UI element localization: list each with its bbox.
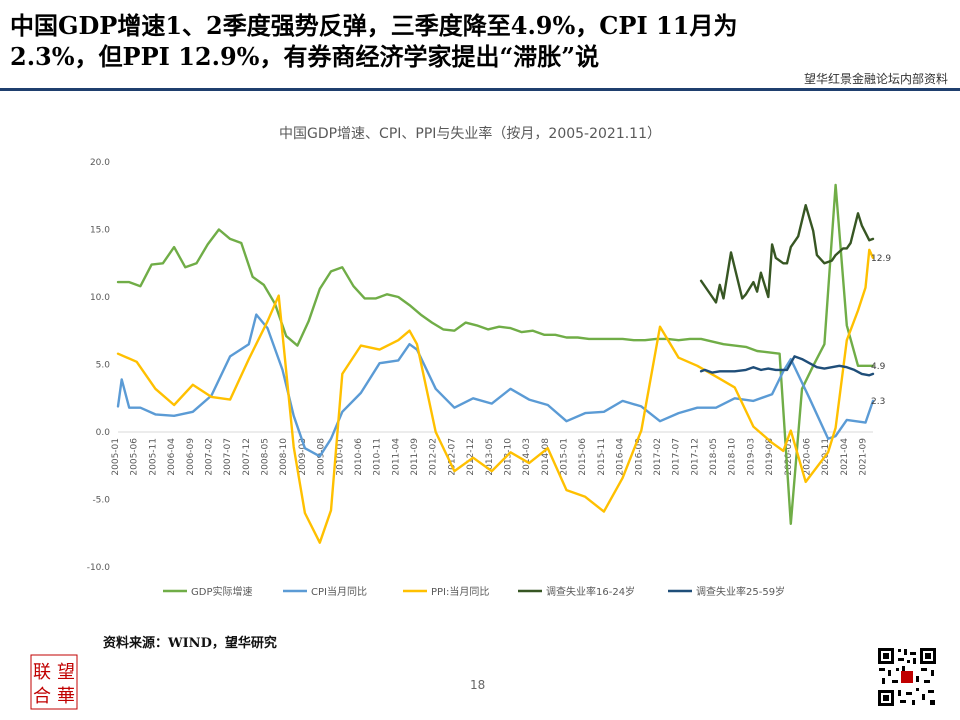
x-tick-label: 2019-08: [765, 438, 775, 476]
x-tick-label: 2006-04: [167, 438, 177, 476]
x-tick-label: 2017-02: [653, 438, 663, 476]
x-tick-label: 2017-12: [690, 438, 700, 476]
x-tick-label: 2005-11: [148, 438, 158, 476]
series-line-3: [116, 248, 875, 544]
x-tick-label: 2011-09: [410, 438, 420, 476]
x-tick-label: 2006-09: [186, 438, 196, 476]
y-tick-label: 15.0: [90, 226, 110, 236]
x-tick-label: 2018-10: [728, 438, 738, 476]
title-line-2: 2.3%，但PPI 12.9%，有券商经济学家提出“滞胀”说: [10, 42, 600, 71]
x-tick-label: 2010-06: [354, 438, 364, 476]
x-tick-label: 2020-01: [784, 438, 794, 476]
x-tick-label: 2012-07: [447, 438, 457, 476]
legend-label: CPI当月同比: [311, 585, 367, 598]
y-tick-label: -10.0: [87, 563, 111, 573]
series-line-2: [116, 313, 875, 458]
x-axis: 2005-01 2005-06 2005-11 2006-04 2006-09 2007-…: [111, 431, 873, 476]
x-tick-label: 2021-09: [859, 438, 869, 476]
x-tick-label: 2010-11: [373, 438, 383, 476]
y-tick-label: 5.0: [96, 361, 111, 371]
x-tick-label: 2015-06: [578, 438, 588, 476]
legend-label: 调查失业率16-24岁: [546, 585, 635, 598]
x-tick-label: 2008-10: [279, 438, 289, 476]
y-tick-label: 0.0: [96, 428, 111, 438]
slide-title: 中国GDP增速1、2季度强势反弹，三季度降至4.9%，CPI 11月为 2.3%…: [10, 10, 940, 72]
y-tick-label: 20.0: [90, 158, 110, 168]
title-line-1: 中国GDP增速1、2季度强势反弹，三季度降至4.9%，CPI 11月为: [10, 11, 738, 40]
data-label: 12.9: [871, 254, 891, 264]
x-tick-label: 2005-06: [130, 438, 140, 476]
x-tick-label: 2015-01: [560, 438, 570, 476]
x-tick-label: 2010-01: [335, 438, 345, 476]
x-tick-label: 2009-03: [298, 438, 308, 476]
x-tick-label: 2016-04: [616, 438, 626, 476]
x-tick-label: 2009-08: [317, 438, 327, 476]
legend-label: GDP实际增速: [191, 585, 252, 598]
legend-label: PPI:当月同比: [431, 585, 489, 598]
y-axis: 20.0 15.0 10.0 5.0 0.0 -5.0 -10.0: [87, 158, 111, 573]
x-tick-label: 2008-05: [261, 438, 271, 476]
x-tick-label: 2014-03: [522, 438, 532, 476]
data-label: 2.3: [871, 397, 885, 407]
y-tick-label: 10.0: [90, 293, 110, 303]
x-tick-label: 2016-09: [634, 438, 644, 476]
series-line-1: [116, 183, 875, 525]
legend-label: 调查失业率25-59岁: [696, 585, 785, 598]
y-tick-label: -5.0: [92, 496, 110, 506]
page-number: 18: [470, 678, 486, 692]
x-tick-label: 2015-11: [597, 438, 607, 476]
x-tick-label: 2007-07: [223, 438, 233, 476]
x-tick-label: 2021-04: [840, 438, 850, 476]
logo-char-1: 联: [33, 662, 51, 683]
x-tick-label: 2018-05: [709, 438, 719, 476]
title-divider: [0, 88, 960, 91]
x-tick-label: 2012-12: [466, 438, 476, 476]
source-note: 资料来源：WIND，望华研究: [103, 636, 277, 651]
x-tick-label: 2017-07: [672, 438, 682, 476]
qr-code: [876, 646, 938, 708]
x-tick-label: 2007-12: [242, 438, 252, 476]
series-line-5: [699, 355, 875, 377]
x-tick-label: 2013-05: [485, 438, 495, 476]
x-tick-label: 2014-08: [541, 438, 551, 476]
legend: GDP实际增速 CPI当月同比 PPI:当月同比 调查失业率16-24岁 调查失业率25…: [163, 585, 785, 598]
x-tick-label: 2005-01: [111, 438, 121, 476]
logo-char-2: 望: [57, 662, 75, 683]
x-tick-label: 2019-03: [746, 438, 756, 476]
logo-char-3: 合: [33, 686, 51, 707]
x-tick-label: 2007-02: [204, 438, 214, 476]
x-tick-label: 2012-02: [429, 438, 439, 476]
x-tick-label: 2013-10: [503, 438, 513, 476]
logo-char-4: 華: [57, 686, 75, 707]
logo-seal: 联 望 合 華: [30, 654, 78, 710]
chart: 中国GDP增速、CPI、PPI与失业率（按月，2005-2021.11） 20.…: [87, 125, 892, 598]
chart-title: 中国GDP增速、CPI、PPI与失业率（按月，2005-2021.11）: [279, 125, 661, 142]
x-tick-label: 2011-04: [391, 438, 401, 476]
x-tick-label: 2020-06: [802, 438, 812, 476]
plot-area: 4.9 2.3 12.9: [116, 183, 891, 544]
data-label: 4.9: [871, 362, 886, 372]
series-line-4: [699, 203, 875, 304]
watermark-text: 望华红景金融论坛内部资料: [803, 72, 948, 86]
